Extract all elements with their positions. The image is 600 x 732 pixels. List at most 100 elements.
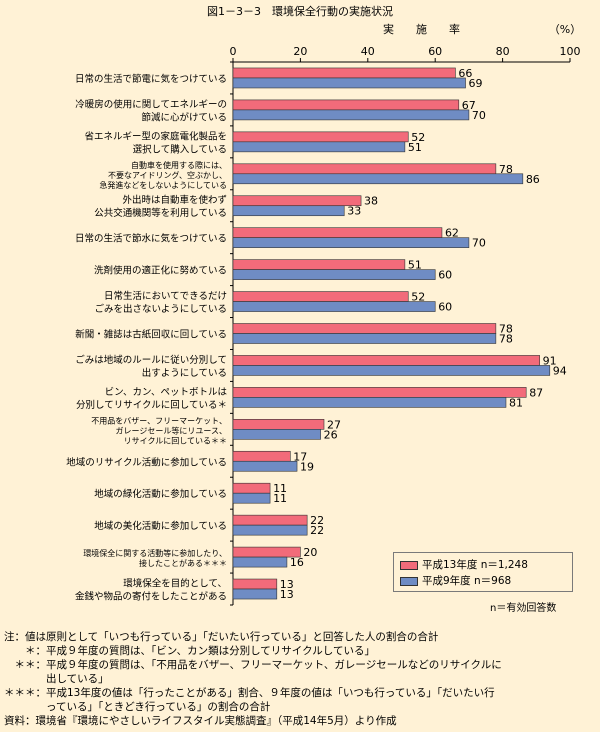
category-label: 地域の美化活動に参加している [94, 520, 227, 532]
bar-h9 [232, 429, 321, 440]
category-label: ごみは地域のルールに従い分別して [75, 354, 227, 366]
x-tick-label: 60 [428, 45, 442, 58]
data-label: 86 [526, 173, 540, 186]
data-label: 11 [273, 482, 287, 495]
category-label: 日常生活においてできるだけ [104, 290, 227, 302]
bar-h13 [232, 482, 271, 494]
category-label: 新聞・雑誌は古紙回収に回している [75, 329, 227, 341]
data-label: 22 [310, 524, 324, 537]
data-label: 70 [472, 237, 486, 250]
category-label: 洗剤使用の適正化に努めている [94, 265, 227, 277]
data-label: 27 [327, 418, 341, 431]
category-label: 出すようにしている [142, 367, 227, 379]
bar-h9 [232, 333, 497, 344]
category-label: 外出時は自動車を使わず [122, 194, 227, 206]
category-label: 日常の生活で節電に気をつけている [75, 73, 227, 85]
figure-title: 図1－3－3 環境保全行動の実施状況 [207, 5, 393, 18]
category-label: 不用品をバザー、フリーマーケット、 [91, 416, 227, 425]
category-label: 環境保全を目的として、 [123, 578, 227, 590]
data-label: 38 [364, 195, 378, 208]
data-label: 91 [543, 354, 557, 367]
bar-h13 [232, 419, 325, 430]
bar-h9 [232, 365, 551, 376]
legend-swatch-h9 [400, 576, 418, 586]
bar-h13 [232, 227, 443, 238]
data-label: 66 [458, 67, 472, 80]
category-label: ビン、カン、ペットボトルは [105, 387, 228, 398]
data-label: 19 [300, 460, 314, 473]
bar-h9 [232, 237, 470, 248]
data-label: 33 [347, 205, 361, 218]
chart-legend: 平成13年度 n＝1,248 平成9年度 n＝968 [393, 552, 573, 592]
legend-label-h13: 平成13年度 n＝1,248 [422, 559, 528, 571]
data-label: 78 [499, 163, 513, 176]
x-tick-label: 20 [293, 45, 307, 58]
data-label: 17 [293, 450, 307, 463]
category-label: ガレージセール等にリユース、 [116, 425, 227, 435]
bar-h13 [232, 195, 362, 207]
data-label: 13 [280, 578, 294, 591]
data-label: 70 [472, 109, 486, 122]
category-label: 省エネルギー型の家庭電化製品を [84, 130, 227, 142]
data-label: 78 [499, 323, 513, 336]
bar-h9 [232, 460, 298, 472]
data-label: 52 [411, 131, 425, 144]
notes: 注：値は原則として「いつも行っている」「だいたい行っている」と回答した人の割合の… [4, 630, 596, 728]
category-label: 公共交通機関等を利用している [94, 207, 227, 219]
bar-h13 [232, 67, 456, 79]
category-label: 金銭や物品の寄付をしたことがある [75, 591, 227, 603]
data-label: 67 [462, 99, 476, 112]
bar-h9 [232, 205, 345, 217]
x-tick-label: 0 [230, 45, 237, 58]
bar-h13 [232, 323, 497, 334]
category-label: 節減に心がけている [141, 111, 227, 123]
note-line: 資料：環境省『環境にやさしいライフスタイル実態調査』（平成14年5月）より作成 [4, 715, 397, 727]
category-label: ごみを出さないようにしている [94, 303, 227, 315]
axis-title: 実 施 率 [383, 22, 460, 36]
note-line: っている」「ときどき行っている」の割合の合計 [4, 701, 271, 713]
bar-h9 [232, 301, 436, 312]
bar-h9 [232, 588, 278, 600]
bar-h13 [232, 450, 291, 462]
data-label: 51 [408, 141, 422, 154]
data-label: 26 [324, 428, 338, 441]
data-label: 20 [303, 546, 317, 559]
bar-h13 [232, 355, 540, 366]
bar-h9 [232, 77, 466, 89]
data-label: 22 [310, 514, 324, 527]
bar-h9 [232, 173, 524, 185]
category-label: 地域のリサイクル活動に参加している [66, 456, 227, 468]
note-line: 注：値は原則として「いつも行っている」「だいたい行っている」と回答した人の割合の… [4, 631, 439, 643]
data-label: 94 [553, 364, 567, 377]
category-label: 不要なアイドリング、空ぶかし、 [108, 170, 227, 180]
data-label: 11 [273, 492, 287, 505]
category-label: 接したことがある＊＊＊ [139, 558, 227, 568]
data-label: 52 [411, 291, 425, 304]
data-label: 78 [499, 333, 513, 346]
legend-item-h13: 平成13年度 n＝1,248 [400, 558, 528, 572]
x-tick-label: 80 [496, 45, 510, 58]
bar-h13 [232, 163, 497, 175]
bar-h13 [232, 291, 409, 302]
bar-h9 [232, 492, 271, 504]
data-label: 87 [529, 386, 543, 399]
category-label: 自動車を使用する際には、 [131, 160, 227, 170]
data-label: 60 [438, 269, 452, 282]
bar-h9 [232, 109, 470, 121]
note-line: ＊＊：平成９年度の質問は、「不用品をバザー、フリーマーケット、ガレージセールなど… [4, 659, 502, 671]
category-label: 選択して購入している [133, 143, 227, 155]
note-line: 出している」 [4, 673, 109, 685]
category-label: 地域の緑化活動に参加している [94, 488, 227, 500]
bar-h9 [232, 556, 288, 568]
n-note: n＝有効回答数 [490, 603, 557, 614]
bar-h9 [232, 524, 308, 536]
category-label: 急発進などをしないようにしている [99, 180, 227, 190]
bar-chart: 実 施 率 （%） 0 20 40 60 80 100 日常の生活で節電に気をつけている 6669… [66, 22, 581, 606]
data-label: 13 [280, 588, 294, 601]
data-label: 16 [290, 556, 304, 569]
category-label: 環境保全に関する活動等に参加したり、 [83, 548, 227, 558]
bar-h9 [232, 269, 436, 280]
category-label: 分別してリサイクルに回している＊ [76, 400, 227, 411]
legend-item-h9: 平成9年度 n＝968 [400, 574, 511, 588]
category-label: リサイクルに回している＊＊ [124, 436, 227, 445]
